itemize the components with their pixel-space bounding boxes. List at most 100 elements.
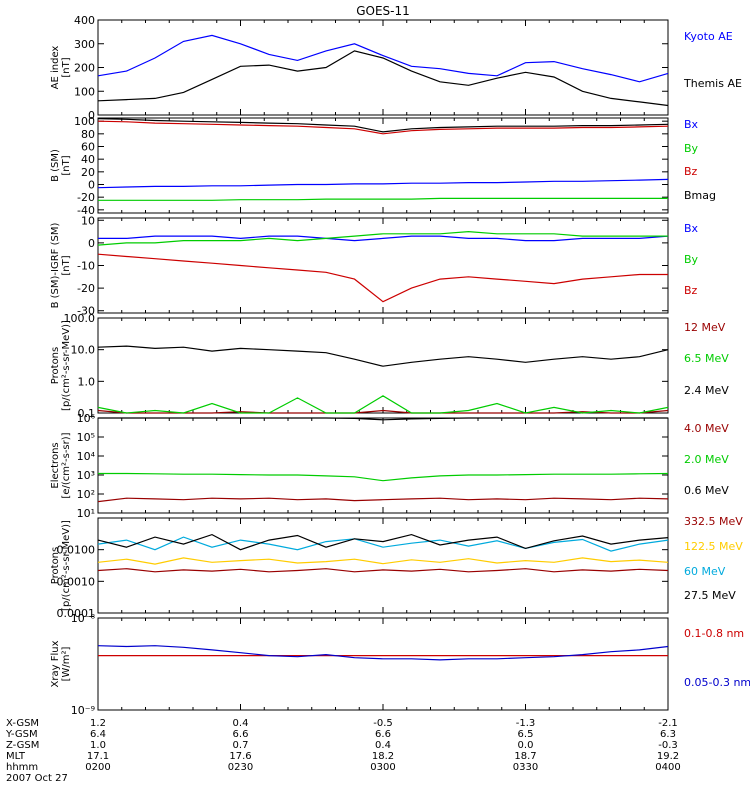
series-line-27-5-mev bbox=[97, 533, 669, 551]
footer-row-label: X-GSM bbox=[6, 718, 39, 729]
y-tick-label: 0 bbox=[88, 109, 95, 122]
footer-value: 1.2 bbox=[90, 718, 106, 729]
panel-frame bbox=[97, 517, 669, 614]
y-tick-label: 10.0 bbox=[71, 344, 96, 357]
footer-value: 0.7 bbox=[233, 740, 249, 751]
orbit-footer: X-GSM 1.2 0.4 -0.5 -1.3 -2.1 Y-GSM 6.4 6.6 6.6 6.5… bbox=[5, 718, 681, 784]
series-line-bmag bbox=[97, 118, 669, 133]
y-tick-label: -20 bbox=[77, 191, 95, 204]
panel-xray: 10⁻⁹ 10⁻⁸ Xray Flux[W/m²] 0.1-0.8 nm 0.05-0.… bbox=[50, 612, 750, 717]
y-tick-label: 100 bbox=[74, 85, 95, 98]
y-tick-label: 0 bbox=[88, 237, 95, 250]
y-tick-label: 10⁻⁹ bbox=[71, 704, 95, 717]
series-line-bz bbox=[97, 253, 668, 303]
footer-value: -0.3 bbox=[658, 740, 678, 751]
footer-value: 0.4 bbox=[233, 718, 249, 729]
legend-entry: Bx bbox=[684, 118, 699, 131]
series-line-122-5-mev bbox=[97, 557, 669, 565]
footer-value: 6.6 bbox=[375, 729, 391, 740]
y-tick-label: 10⁴ bbox=[77, 450, 96, 463]
y-tick-label: 0.0010 bbox=[57, 575, 96, 588]
y-tick-label: 10¹ bbox=[77, 507, 95, 520]
footer-value: 1.0 bbox=[90, 740, 106, 751]
y-tick-label: 10⁶ bbox=[77, 412, 96, 425]
series-line-kyoto-ae bbox=[97, 34, 669, 83]
footer-date: 2007 Oct 27 bbox=[6, 773, 68, 784]
legend-entry: 2.0 MeV bbox=[684, 453, 729, 466]
footer-value: 6.3 bbox=[660, 729, 676, 740]
panel-frame bbox=[97, 217, 669, 314]
y-axis-label: Electrons[e/(cm²-s-sr)] bbox=[50, 432, 72, 498]
series-line-bx bbox=[97, 178, 669, 189]
footer-value: -0.5 bbox=[373, 718, 393, 729]
y-tick-label: 300 bbox=[74, 38, 95, 51]
footer-row-label: MLT bbox=[6, 751, 26, 762]
footer-value: 6.5 bbox=[518, 729, 534, 740]
legend-entry: Bz bbox=[684, 284, 698, 297]
y-tick-label: 60 bbox=[81, 141, 95, 154]
panel-protons_high: 0.0001 0.0010 0.0100Protons[p/(cm²-s-sr-Me… bbox=[50, 515, 743, 620]
legend-entry: 6.5 MeV bbox=[684, 352, 729, 365]
legend-entry: 0.1-0.8 nm bbox=[684, 627, 744, 640]
footer-row-label: Y-GSM bbox=[5, 729, 38, 740]
y-tick-label: 200 bbox=[74, 62, 95, 75]
legend-entry: Bmag bbox=[684, 189, 716, 202]
plot-title: GOES-11 bbox=[356, 4, 410, 18]
y-tick-label: 40 bbox=[81, 153, 95, 166]
y-axis-label: Protons[p/(cm²-s-sr-MeV)] bbox=[50, 520, 72, 611]
y-axis-label: B (SM)-IGRF (SM)[nT] bbox=[50, 223, 72, 309]
legend-entry: By bbox=[684, 253, 699, 266]
legend-entry: 60 MeV bbox=[684, 565, 726, 578]
y-tick-label: -20 bbox=[77, 282, 95, 295]
footer-value: 18.2 bbox=[372, 751, 394, 762]
panel-protons_low: 0.1 1.0 10.0 100.0Protons[p/(cm²-s-sr-MeV)]… bbox=[50, 312, 729, 420]
legend-entry: 2.4 MeV bbox=[684, 384, 729, 397]
footer-value: 0.0 bbox=[518, 740, 534, 751]
y-axis-label: Xray Flux[W/m²] bbox=[50, 640, 72, 687]
legend-entry: 12 MeV bbox=[684, 321, 726, 334]
y-tick-label: 400 bbox=[74, 14, 95, 27]
series-line-0-05-0-3-nm bbox=[97, 645, 669, 661]
series-line-by bbox=[97, 230, 668, 246]
series-line-by bbox=[98, 197, 668, 201]
legend-entry: By bbox=[684, 142, 699, 155]
footer-value: 0300 bbox=[370, 762, 395, 773]
y-tick-label: 0.1 bbox=[78, 407, 96, 420]
series-line-4-0-mev bbox=[97, 497, 669, 503]
footer-value: 0400 bbox=[655, 762, 680, 773]
footer-value: 0200 bbox=[85, 762, 110, 773]
panel-frame bbox=[97, 317, 669, 414]
y-tick-label: -10 bbox=[77, 260, 95, 273]
footer-value: -1.3 bbox=[516, 718, 536, 729]
legend-entry: Bz bbox=[684, 165, 698, 178]
footer-value: 0230 bbox=[228, 762, 253, 773]
footer-row-label: Z-GSM bbox=[6, 740, 39, 751]
legend-entry: 332.5 MeV bbox=[684, 515, 743, 528]
y-tick-label: 10⁵ bbox=[77, 431, 95, 444]
y-tick-label: 80 bbox=[81, 128, 95, 141]
y-axis-label: Protons[p/(cm²-s-sr-MeV)] bbox=[50, 320, 72, 411]
y-tick-label: 100 bbox=[74, 115, 95, 128]
legend-entry: Kyoto AE bbox=[684, 30, 733, 43]
y-tick-label: -30 bbox=[77, 305, 95, 318]
footer-value: 6.4 bbox=[90, 729, 106, 740]
series-line-bz bbox=[97, 120, 669, 135]
legend-entry: Themis AE bbox=[683, 77, 742, 90]
legend-entry: 27.5 MeV bbox=[684, 589, 736, 602]
legend-entry: 0.05-0.3 nm bbox=[684, 676, 750, 689]
y-tick-label: 10³ bbox=[77, 469, 95, 482]
y-tick-label: -40 bbox=[77, 204, 95, 217]
y-tick-label: 0.0100 bbox=[57, 544, 96, 557]
series-line-6-5-mev bbox=[97, 395, 669, 414]
panel-frame bbox=[97, 19, 669, 116]
footer-row-label: hhmm bbox=[6, 762, 38, 773]
y-tick-label: 1.0 bbox=[78, 375, 96, 388]
panel-b_diff: -30 -20 -10 0 10 B (SM)-IGRF (SM)[nT] Bx By Bz bbox=[50, 214, 699, 317]
footer-value: 6.6 bbox=[233, 729, 249, 740]
series-line-themis-ae bbox=[97, 50, 669, 107]
series-line-2-4-mev bbox=[97, 345, 669, 367]
footer-value: 18.7 bbox=[514, 751, 536, 762]
